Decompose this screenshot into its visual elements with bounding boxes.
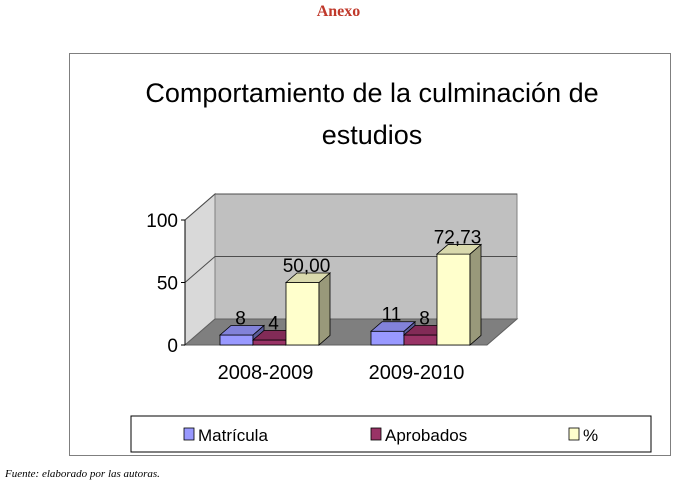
bar: [284, 272, 332, 346]
legend: Matrícula Aprobados%: [130, 415, 652, 453]
data-label: 11: [382, 305, 402, 326]
bar-top: [369, 321, 417, 332]
bar-top: [218, 325, 266, 336]
legend-label: Aprobados: [385, 426, 467, 445]
bar-side: [318, 272, 331, 346]
y-tick-label: 100: [146, 211, 178, 232]
data-label: 4: [268, 313, 279, 334]
heading: Anexo: [316, 3, 361, 20]
bar-front: [403, 334, 438, 346]
bar-top: [284, 272, 332, 283]
source-note: Fuente: elaborado por las autoras.: [5, 468, 160, 480]
gridline: [184, 193, 517, 221]
y-tick-label: 0: [167, 336, 178, 357]
chart-title-line: Comportamiento de la culminación de: [145, 78, 598, 108]
bar-front: [436, 253, 471, 346]
bar-top: [435, 244, 483, 255]
bar-front: [252, 339, 287, 346]
legend-label: %: [583, 426, 598, 445]
data-label: 50,00: [283, 256, 331, 277]
bar-front: [219, 334, 254, 346]
data-label: 72,73: [434, 228, 482, 249]
legend-swatch: [183, 427, 195, 441]
x-tick-label: 2009-2010: [369, 362, 465, 384]
legend-swatch: [370, 427, 382, 441]
bar: [435, 243, 483, 346]
legend-swatch: [568, 427, 580, 441]
legend-label: Matrícula: [198, 426, 268, 445]
bar-front: [285, 282, 320, 346]
bar-front: [370, 330, 405, 346]
y-tick-label: 50: [157, 274, 178, 295]
gridline: [184, 256, 517, 283]
x-tick-label: 2008-2009: [218, 362, 314, 384]
legend-box: [130, 415, 652, 453]
data-label: 8: [235, 308, 246, 329]
chart-title-line: estudios: [322, 120, 423, 150]
bar-side: [469, 243, 482, 346]
data-label: 8: [419, 308, 430, 329]
